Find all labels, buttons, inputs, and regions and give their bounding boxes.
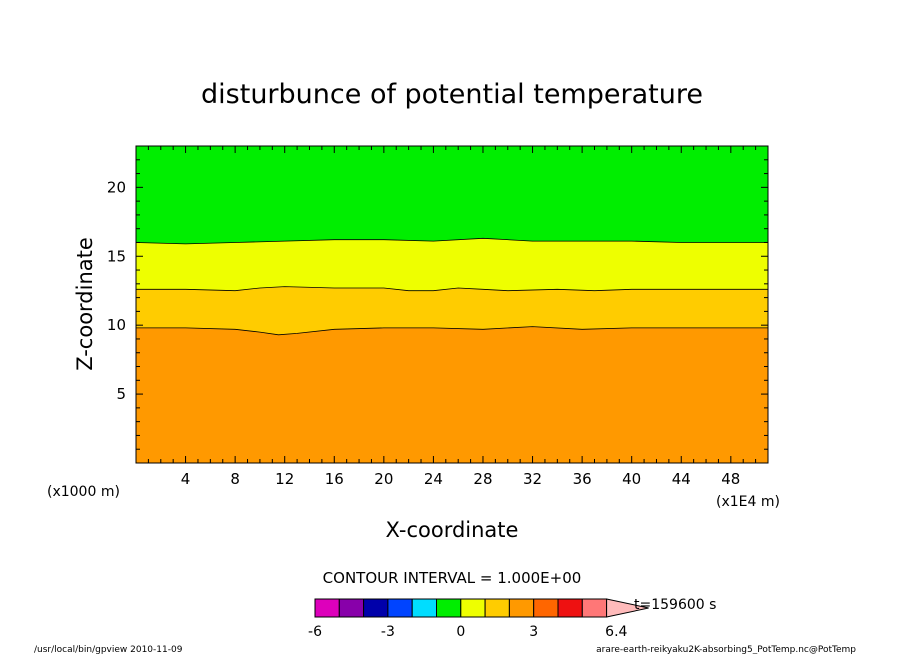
x-tick-label: 20	[374, 470, 393, 488]
x-tick-label: 12	[275, 470, 294, 488]
plot-frame	[135, 145, 769, 464]
contour-line-c1	[136, 326, 768, 336]
colorbar-tick-label: 3	[529, 624, 538, 640]
contour-band-1	[136, 286, 768, 335]
x-axis-label: X-coordinate	[386, 518, 519, 542]
y-tick-label: 15	[107, 247, 126, 265]
colorbar-cell	[314, 598, 340, 618]
colorbar-cell	[533, 598, 559, 618]
x-tick-label: 8	[230, 470, 240, 488]
colorbar-cell	[338, 598, 365, 618]
contour-lines	[135, 237, 768, 336]
y-tick-label: 5	[116, 385, 126, 403]
colorbar-labels: -6 -3 0 3 6.4	[308, 624, 628, 640]
time-label: t=159600 s	[634, 597, 716, 613]
colorbar-cell	[460, 598, 486, 618]
x-tick-labels: 4 8 12 16 20 24 28 32 36 40 44 48	[181, 470, 741, 488]
colorbar-cell	[411, 598, 438, 618]
colorbar-cell	[581, 598, 608, 618]
footer-left: /usr/local/bin/gpview 2010-11-09	[34, 645, 183, 654]
footer-right: arare-earth-reikyaku2K-absorbing5_PotTem…	[596, 645, 856, 654]
colorbar-tick-label: -6	[308, 624, 322, 640]
colorbar-overflow-triangle	[606, 598, 649, 618]
colorbar-cell	[557, 598, 583, 618]
x-tick-label: 44	[672, 470, 691, 488]
x-tick-label: 36	[573, 470, 592, 488]
x-unit-left: (x1000 m)	[47, 484, 120, 500]
x-tick-label: 48	[721, 470, 740, 488]
y-tick-labels: 5 10 15 20	[107, 178, 126, 403]
colorbar-cell	[436, 598, 462, 618]
colorbar-cell	[484, 598, 510, 618]
contour-band-0	[136, 326, 768, 463]
chart-title: disturbunce of potential temperature	[201, 79, 703, 110]
colorbar-cell	[387, 598, 413, 618]
y-tick-label: 10	[107, 316, 126, 334]
colorbar-tick-label: -3	[381, 624, 395, 640]
colorbar-tick-label: 6.4	[605, 624, 627, 640]
contour-interval-text: CONTOUR INTERVAL = 1.000E+00	[323, 569, 582, 587]
colorbar-cell	[508, 598, 535, 618]
axis-ticks	[136, 146, 768, 463]
colorbar	[314, 598, 649, 618]
x-tick-label: 24	[424, 470, 443, 488]
colorbar-cell	[363, 598, 389, 618]
contour-band-2	[136, 238, 768, 291]
x-tick-label: 28	[473, 470, 492, 488]
colorbar-tick-label: 0	[456, 624, 465, 640]
contour-bands	[136, 146, 768, 463]
x-tick-label: 32	[523, 470, 542, 488]
y-axis-label: Z-coordinate	[73, 237, 97, 371]
contour-line-c3	[135, 237, 768, 245]
contour-band-3	[136, 146, 768, 244]
y-tick-label: 20	[107, 178, 126, 196]
x-unit-right: (x1E4 m)	[716, 494, 780, 510]
x-tick-label: 4	[181, 470, 191, 488]
x-tick-label: 40	[622, 470, 641, 488]
x-tick-label: 16	[325, 470, 344, 488]
contour-line-c2	[136, 286, 768, 292]
